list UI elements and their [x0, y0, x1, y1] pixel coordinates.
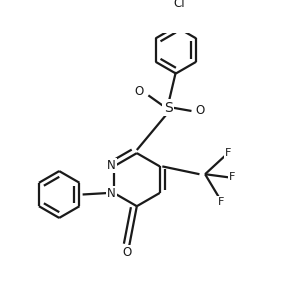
Text: S: S — [164, 101, 172, 115]
Text: O: O — [134, 85, 144, 98]
Text: O: O — [196, 104, 205, 118]
Text: N: N — [107, 187, 116, 200]
Text: F: F — [217, 197, 224, 207]
Text: N: N — [107, 159, 116, 172]
Text: F: F — [225, 148, 232, 158]
Text: Cl: Cl — [173, 0, 185, 10]
Text: F: F — [229, 172, 235, 182]
Text: O: O — [123, 246, 132, 259]
